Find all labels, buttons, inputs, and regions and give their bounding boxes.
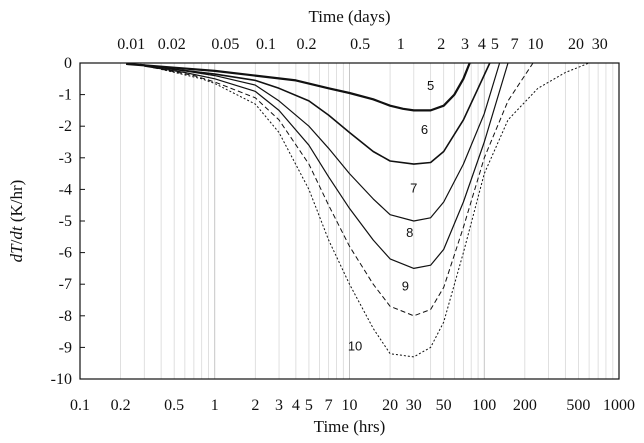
y-axis-title-part: (K/hr) (7, 180, 26, 227)
y-tick-label: -2 (59, 118, 72, 135)
top-tick-label: 0.2 (297, 36, 317, 53)
x-tick-label: 100 (472, 397, 496, 414)
curve-label: 6 (421, 122, 428, 137)
series-lines (126, 62, 590, 358)
series-line (153, 62, 534, 317)
top-tick-label: 30 (592, 36, 608, 53)
x-tick-label: 2 (251, 397, 259, 414)
x-tick-label: 50 (436, 397, 452, 414)
series-line (126, 62, 471, 112)
y-tick-label: -9 (59, 339, 72, 356)
top-tick-label: 2 (437, 36, 445, 53)
curve-label: 10 (348, 339, 362, 354)
x-tick-label: 1000 (603, 397, 635, 414)
x-tick-label: 200 (513, 397, 537, 414)
y-axis-title-part: / (7, 239, 26, 244)
y-tick-label: -4 (59, 181, 72, 198)
curve-labels: 5 6 7 8 9 10 (348, 78, 434, 354)
x-tick-label: 0.1 (70, 397, 90, 414)
x-tick-label: 7 (325, 397, 333, 414)
top-tick-label: 3 (461, 36, 469, 53)
curve-label: 8 (406, 225, 413, 240)
y-tick-label: -10 (51, 371, 72, 388)
x-tick-label: 4 (292, 397, 300, 414)
top-tick-label: 0.5 (350, 36, 370, 53)
x-tick-label: 0.5 (164, 397, 184, 414)
grid-lines (120, 63, 614, 379)
x-tick-label: 5 (305, 397, 313, 414)
series-line (160, 62, 590, 358)
series-line (144, 62, 509, 269)
x-tick-label: 3 (275, 397, 283, 414)
top-tick-label: 4 (478, 36, 486, 53)
y-tick-label: -1 (59, 87, 72, 104)
x-tick-label: 0.2 (111, 397, 131, 414)
top-tick-label: 1 (397, 36, 405, 53)
series-line (144, 62, 501, 222)
top-tick-label: 20 (568, 36, 584, 53)
top-tick-label: 10 (527, 36, 543, 53)
curve-label: 7 (410, 181, 417, 196)
curve-label: 5 (427, 78, 434, 93)
y-axis-title-part: dt (7, 225, 26, 240)
curve-label: 9 (402, 279, 409, 294)
x-tick-label: 20 (382, 397, 398, 414)
x-tick-label: 500 (566, 397, 590, 414)
top-tick-label: 7 (511, 36, 519, 53)
top-tick-label: 5 (491, 36, 499, 53)
y-tick-label: 0 (64, 55, 72, 72)
x-tick-label: 10 (342, 397, 358, 414)
y-tick-label: -3 (59, 150, 72, 167)
x-axis-title: Time (hrs) (314, 417, 386, 436)
x-tick-label: 30 (406, 397, 422, 414)
y-axis-title: dT/dt (K/hr) (7, 180, 26, 263)
series-line (140, 62, 491, 165)
x-tick-label: 1 (211, 397, 219, 414)
top-tick-label: 0.1 (256, 36, 276, 53)
top-tick-label: 0.01 (117, 36, 145, 53)
y-tick-label: -6 (59, 245, 72, 262)
y-tick-label: -8 (59, 308, 72, 325)
y-axis-title-part: dT (7, 243, 26, 263)
top-axis-title: Time (days) (308, 7, 390, 26)
top-tick-label: 0.05 (211, 36, 239, 53)
y-tick-label: -5 (59, 213, 72, 230)
tick-labels: 0.1 0.2 0.5 1 2 3 4 5 7 10 20 30 50 100 200 500 10000.01… (51, 36, 635, 414)
y-tick-label: -7 (59, 276, 72, 293)
top-tick-label: 0.02 (158, 36, 186, 53)
